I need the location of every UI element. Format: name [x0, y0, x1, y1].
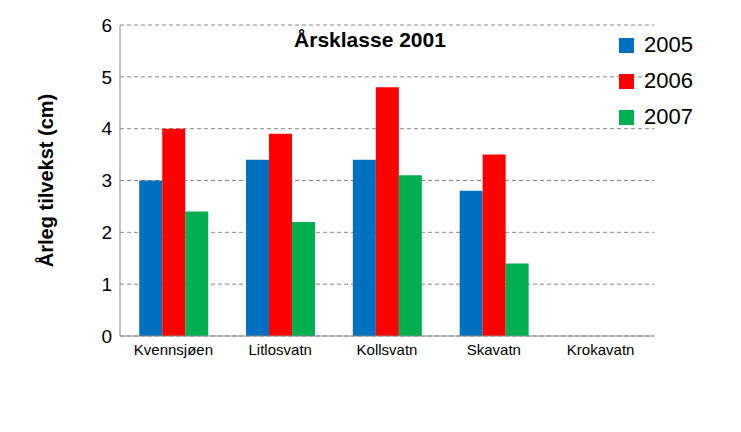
svg-text:0: 0: [101, 326, 112, 347]
svg-text:Kollsvatn: Kollsvatn: [357, 341, 418, 358]
svg-text:Årleg tilvekst (cm): Årleg tilvekst (cm): [34, 94, 57, 267]
html-text:2006: 2006: [644, 68, 693, 93]
html-text:2005: 2005: [644, 32, 693, 57]
svg-text:Kvennsjøen: Kvennsjøen: [134, 341, 213, 358]
svg-text:Litlosvatn: Litlosvatn: [249, 341, 312, 358]
svg-text:2: 2: [101, 222, 112, 243]
svg-text:6: 6: [101, 15, 112, 36]
html-text:Årsklasse 2001: Årsklasse 2001: [294, 28, 446, 51]
svg-text:4: 4: [101, 118, 112, 139]
svg-text:Skavatn: Skavatn: [467, 341, 521, 358]
html-text:2007: 2007: [644, 104, 693, 129]
svg-text:Krokavatn: Krokavatn: [567, 341, 635, 358]
svg-text:5: 5: [101, 67, 112, 88]
svg-text:3: 3: [101, 170, 112, 191]
svg-text:1: 1: [101, 274, 112, 295]
